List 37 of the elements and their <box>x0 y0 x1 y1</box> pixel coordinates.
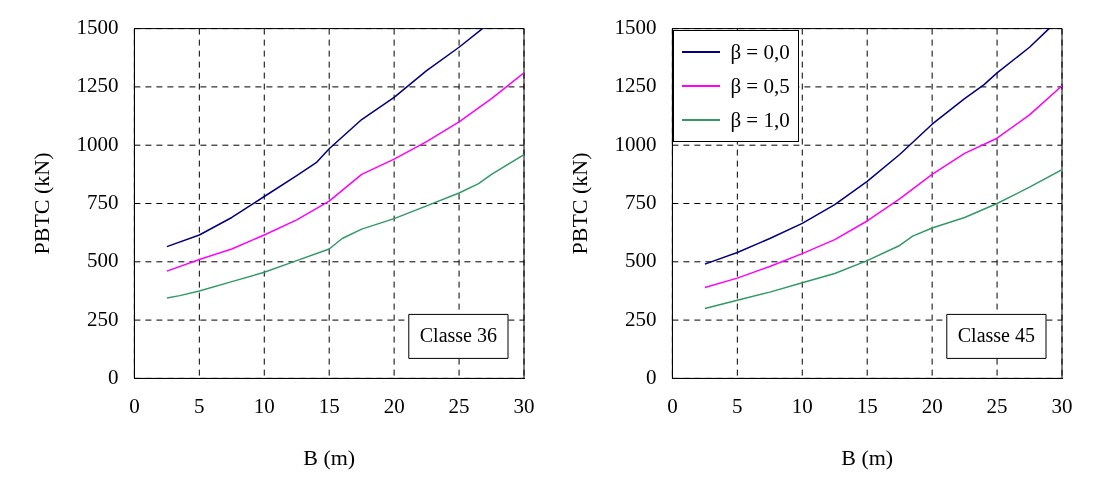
y-axis-title: PBTC (kN) <box>28 152 54 255</box>
y-tick-label: 250 <box>86 306 119 331</box>
legend-label: β = 0,0 <box>730 38 790 66</box>
y-tick-label: 1250 <box>76 73 119 98</box>
y-tick-label: 750 <box>86 190 119 215</box>
x-axis-title: B (m) <box>841 444 894 470</box>
x-tick-label: 0 <box>129 393 140 418</box>
x-tick-label: 5 <box>194 393 205 418</box>
y-tick-label: 500 <box>86 248 119 273</box>
y-tick-label: 0 <box>645 364 657 389</box>
y-tick-label: 0 <box>107 364 119 389</box>
x-axis-title: B (m) <box>303 444 356 470</box>
legend-label: β = 0,5 <box>730 72 790 100</box>
x-tick-label: 15 <box>856 393 878 418</box>
y-tick-label: 1500 <box>614 15 657 40</box>
y-tick-label: 1500 <box>76 15 119 40</box>
x-tick-label: 15 <box>318 393 340 418</box>
y-tick-label: 1250 <box>614 73 657 98</box>
y-tick-label: 750 <box>624 190 657 215</box>
x-tick-label: 5 <box>732 393 743 418</box>
x-tick-label: 10 <box>253 393 275 418</box>
y-axis-title: PBTC (kN) <box>566 152 592 255</box>
legend-label: β = 1,0 <box>730 106 790 134</box>
x-tick-label: 10 <box>791 393 813 418</box>
y-tick-label: 500 <box>624 248 657 273</box>
y-tick-label: 250 <box>624 306 657 331</box>
y-tick-label: 1000 <box>614 131 657 156</box>
x-tick-label: 30 <box>513 393 535 418</box>
x-tick-label: 25 <box>986 393 1008 418</box>
y-tick-label: 1000 <box>76 131 119 156</box>
x-tick-label: 0 <box>667 393 678 418</box>
x-tick-label: 20 <box>383 393 405 418</box>
x-tick-label: 20 <box>921 393 943 418</box>
annotation: Classe 45 <box>957 323 1035 346</box>
x-tick-label: 30 <box>1051 393 1073 418</box>
x-tick-label: 25 <box>448 393 470 418</box>
annotation: Classe 36 <box>419 323 497 346</box>
